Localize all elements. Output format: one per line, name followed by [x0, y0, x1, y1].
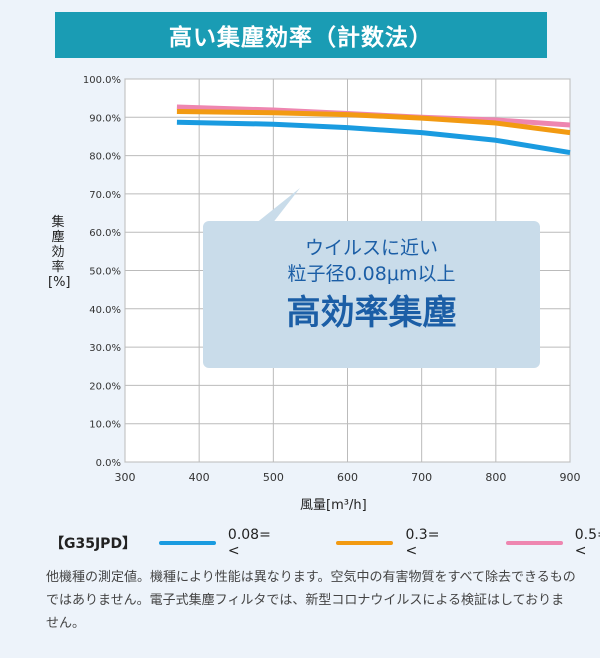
- y-tick-label: 80.0%: [89, 152, 121, 163]
- x-axis-label: 風量[m³/h]: [300, 498, 367, 513]
- y-tick-label: 20.0%: [89, 381, 121, 392]
- x-tick-label: 600: [337, 471, 358, 484]
- y-axis-label: 集塵効率[%]: [48, 215, 71, 290]
- y-tick-label: 0.0%: [96, 458, 121, 469]
- x-tick-label: 300: [115, 471, 136, 484]
- callout-tail: [255, 188, 300, 224]
- disclaimer-note: 他機種の測定値。機種により性能は異なります。空気中の有害物質をすべて除去できるも…: [46, 570, 576, 631]
- series-line-1: [176, 109, 571, 136]
- legend-swatch-2: [505, 541, 563, 545]
- callout-bubble: ウイルスに近い 粒子径0.08μm以上 高効率集塵: [203, 221, 540, 368]
- y-tick-label: 60.0%: [89, 228, 121, 239]
- legend-label-0: 0.08=<: [227, 527, 271, 559]
- x-tick-label: 700: [411, 471, 432, 484]
- legend-swatch-0: [158, 541, 216, 545]
- y-tick-label: 100.0%: [83, 75, 121, 86]
- x-tick-label: 900: [560, 471, 581, 484]
- y-tick-label: 40.0%: [89, 305, 121, 316]
- y-tick-label: 50.0%: [89, 267, 121, 278]
- callout-line1: ウイルスに近い: [304, 237, 438, 259]
- y-tick-label: 70.0%: [89, 190, 121, 201]
- series-line-0: [176, 119, 571, 156]
- y-tick-label: 30.0%: [89, 343, 121, 354]
- legend: 【G35JPD】 0.08=< 0.3=< 0.5=<: [50, 527, 600, 559]
- legend-label-2: 0.5=<: [574, 527, 600, 559]
- legend-title: 【G35JPD】: [50, 536, 137, 552]
- y-tick-label: 90.0%: [89, 113, 121, 124]
- y-tick-label: 10.0%: [89, 420, 121, 431]
- x-tick-label: 400: [189, 471, 210, 484]
- legend-label-1: 0.3=<: [405, 527, 440, 559]
- legend-swatch-1: [336, 541, 394, 545]
- chart-title: 高い集塵効率（計数法）: [55, 12, 547, 58]
- x-tick-label: 800: [485, 471, 506, 484]
- x-tick-label: 500: [263, 471, 284, 484]
- callout-line2: 粒子径0.08μm以上: [287, 263, 456, 285]
- callout-line3: 高効率集塵: [286, 293, 457, 333]
